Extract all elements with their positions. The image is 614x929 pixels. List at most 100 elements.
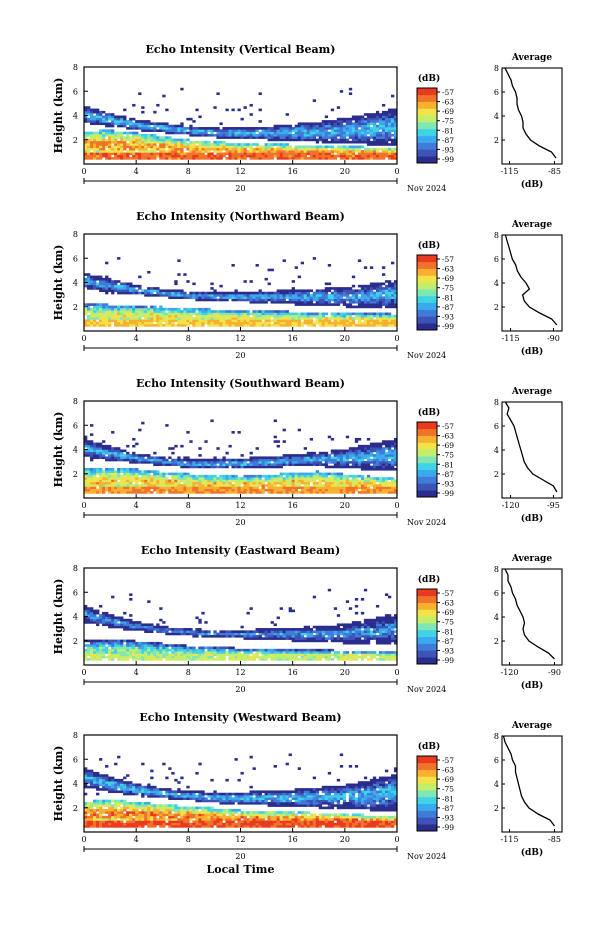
heatmap-cell — [174, 280, 178, 283]
heatmap-cell — [237, 147, 241, 151]
heatmap-cell — [327, 289, 332, 293]
colorbar-segment — [417, 101, 437, 109]
heatmap-cell — [378, 127, 383, 130]
heatmap-cell — [303, 152, 308, 156]
heatmap-cell — [366, 437, 371, 441]
heatmap-cell — [312, 486, 317, 490]
heatmap-cell — [189, 486, 193, 490]
heatmap-cell — [162, 94, 166, 98]
average-y-tick-label: 8 — [494, 398, 499, 407]
heatmap-cell — [96, 275, 100, 279]
heatmap-cell — [93, 655, 97, 659]
heatmap-cell — [243, 481, 247, 485]
heatmap-cell — [186, 147, 190, 151]
heatmap-cell — [336, 154, 341, 158]
heatmap-cell — [291, 321, 295, 325]
heatmap-cell — [279, 472, 283, 476]
heatmap-cell — [237, 324, 241, 327]
heatmap-cell — [363, 486, 368, 490]
average-line — [504, 401, 558, 493]
heatmap-cell — [186, 312, 190, 316]
heatmap-cell — [288, 154, 292, 158]
heatmap-cell — [120, 646, 124, 650]
heatmap-cell — [285, 317, 289, 320]
heatmap-cell — [243, 154, 247, 158]
heatmap-cell — [378, 300, 383, 304]
heatmap-cell — [291, 300, 295, 304]
heatmap-cell — [168, 147, 172, 151]
heatmap-cell — [117, 120, 121, 123]
heatmap-cell — [228, 152, 232, 156]
heatmap-cell — [141, 143, 145, 146]
heatmap-cell — [90, 621, 94, 624]
heatmap-cell — [204, 154, 208, 158]
heatmap-cell — [180, 122, 184, 126]
heatmap-cell — [114, 653, 118, 657]
heatmap-cell — [207, 486, 211, 490]
heatmap-cell — [195, 463, 199, 466]
heatmap-cell — [228, 324, 232, 327]
heatmap-cell — [135, 623, 139, 627]
heatmap-cell — [111, 456, 115, 460]
heatmap-cell — [93, 110, 97, 114]
heatmap-cell — [174, 138, 178, 142]
heatmap-cell — [117, 646, 121, 650]
heatmap-cell — [378, 291, 383, 295]
heatmap-cell — [108, 284, 112, 288]
heatmap-cell — [138, 458, 142, 462]
heatmap-cell — [363, 477, 368, 480]
heatmap-cell — [255, 136, 259, 139]
heatmap-cell — [339, 456, 344, 460]
heatmap-cell — [111, 129, 115, 132]
heatmap-cell — [144, 641, 148, 645]
heatmap-cell — [393, 314, 398, 318]
heatmap-cell — [375, 477, 380, 480]
heatmap-cell — [168, 296, 172, 299]
heatmap-cell — [87, 444, 91, 448]
heatmap-cell — [309, 152, 314, 156]
heatmap-cell — [342, 157, 347, 160]
heatmap-cell — [126, 651, 130, 654]
heatmap-cell — [102, 477, 106, 480]
heatmap-cell — [348, 321, 353, 325]
heatmap-cell — [381, 115, 386, 119]
heatmap-cell — [129, 481, 133, 485]
heatmap-cell — [288, 454, 292, 457]
heatmap-cell — [159, 154, 163, 158]
heatmap-cell — [96, 616, 100, 620]
heatmap-cell — [156, 129, 160, 132]
heatmap-cell — [117, 317, 121, 320]
heatmap-cell — [357, 289, 362, 293]
heatmap-cell — [270, 474, 274, 478]
heatmap-cell — [138, 287, 142, 290]
heatmap-cell — [384, 486, 389, 490]
heatmap-cell — [357, 145, 362, 149]
heatmap-cell — [237, 458, 241, 462]
heatmap-cell — [378, 305, 383, 309]
heatmap-cell — [210, 157, 214, 160]
heatmap-cell — [141, 623, 145, 627]
heatmap-cell — [303, 150, 308, 153]
heatmap-cell — [156, 103, 160, 107]
heatmap-cell — [222, 131, 226, 135]
heatmap-cell — [129, 467, 133, 471]
heatmap-cell — [378, 154, 383, 158]
heatmap-cell — [240, 314, 244, 318]
heatmap-cell — [114, 484, 118, 487]
heatmap-cell — [240, 321, 244, 325]
heatmap-cell — [213, 458, 217, 462]
heatmap-cell — [135, 284, 139, 288]
heatmap-cell — [345, 317, 350, 320]
heatmap-cell — [300, 481, 304, 485]
heatmap-cell — [312, 321, 317, 325]
x-tick-label: 20 — [340, 167, 350, 176]
heatmap-cell — [300, 261, 304, 265]
heatmap-cell — [354, 154, 359, 158]
heatmap-cell — [264, 312, 268, 316]
heatmap-cell — [162, 136, 166, 139]
heatmap-cell — [303, 303, 308, 306]
heatmap-cell — [165, 317, 169, 320]
heatmap-cell — [105, 310, 109, 313]
heatmap-cell — [99, 110, 103, 114]
heatmap-cell — [321, 477, 326, 480]
